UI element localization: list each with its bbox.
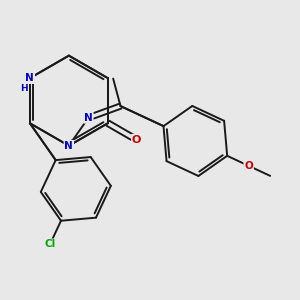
Text: N: N — [26, 73, 34, 83]
Text: H: H — [20, 84, 28, 93]
Text: O: O — [132, 135, 141, 145]
Text: N: N — [64, 141, 73, 151]
Text: O: O — [244, 161, 253, 171]
Text: Cl: Cl — [44, 239, 56, 249]
Text: N: N — [84, 113, 93, 123]
